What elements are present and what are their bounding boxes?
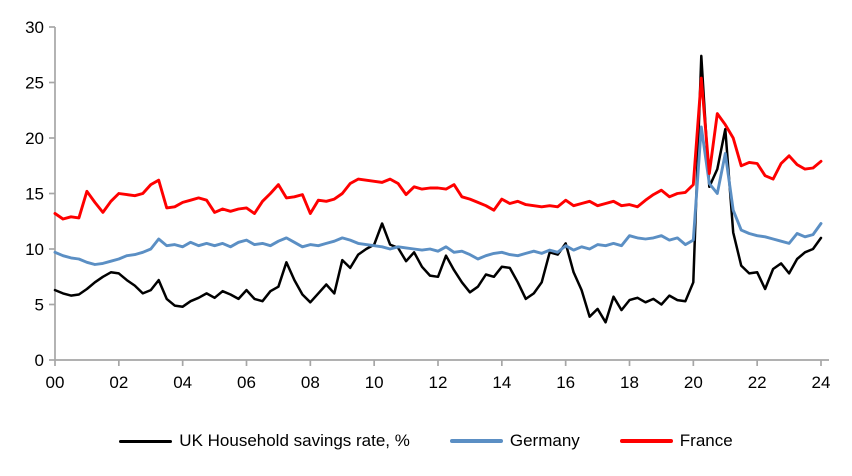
y-tick-label: 20 bbox=[25, 129, 44, 148]
x-tick-label: 12 bbox=[429, 373, 448, 392]
x-tick-label: 06 bbox=[237, 373, 256, 392]
x-tick-label: 18 bbox=[620, 373, 639, 392]
x-tick-label: 20 bbox=[684, 373, 703, 392]
chart-legend: UK Household savings rate, % Germany Fra… bbox=[0, 431, 852, 451]
uk-line-swatch bbox=[119, 439, 173, 443]
x-tick-label: 16 bbox=[556, 373, 575, 392]
y-tick-label: 5 bbox=[35, 296, 44, 315]
y-tick-label: 25 bbox=[25, 74, 44, 93]
x-tick-label: 00 bbox=[46, 373, 65, 392]
y-tick-label: 10 bbox=[25, 240, 44, 259]
legend-label-germany: Germany bbox=[509, 431, 580, 450]
x-tick-label: 22 bbox=[748, 373, 767, 392]
france-line-swatch bbox=[619, 439, 673, 443]
y-tick-label: 30 bbox=[25, 18, 44, 37]
x-tick-label: 14 bbox=[492, 373, 511, 392]
chart-plot-area: 0 5 10 15 20 25 30 00 02 04 06 08 10 12 14 16 18 20 22 24 bbox=[25, 18, 831, 392]
germany-line-swatch bbox=[449, 439, 503, 443]
y-tick-label: 15 bbox=[25, 185, 44, 204]
germany-savings-line bbox=[53, 125, 823, 266]
legend-item-uk: UK Household savings rate, % bbox=[119, 431, 410, 451]
x-tick-label: 08 bbox=[301, 373, 320, 392]
legend-item-france: France bbox=[619, 431, 733, 451]
legend-label-uk: UK Household savings rate, % bbox=[179, 431, 410, 450]
x-tick-label: 04 bbox=[173, 373, 192, 392]
france-savings-line bbox=[53, 76, 823, 221]
legend-label-france: France bbox=[679, 431, 733, 450]
x-tick-label: 10 bbox=[365, 373, 384, 392]
legend-item-germany: Germany bbox=[449, 431, 580, 451]
uk-savings-line bbox=[53, 54, 823, 324]
x-tick-label: 24 bbox=[812, 373, 831, 392]
y-tick-label: 0 bbox=[35, 351, 44, 370]
x-tick-label: 02 bbox=[109, 373, 128, 392]
